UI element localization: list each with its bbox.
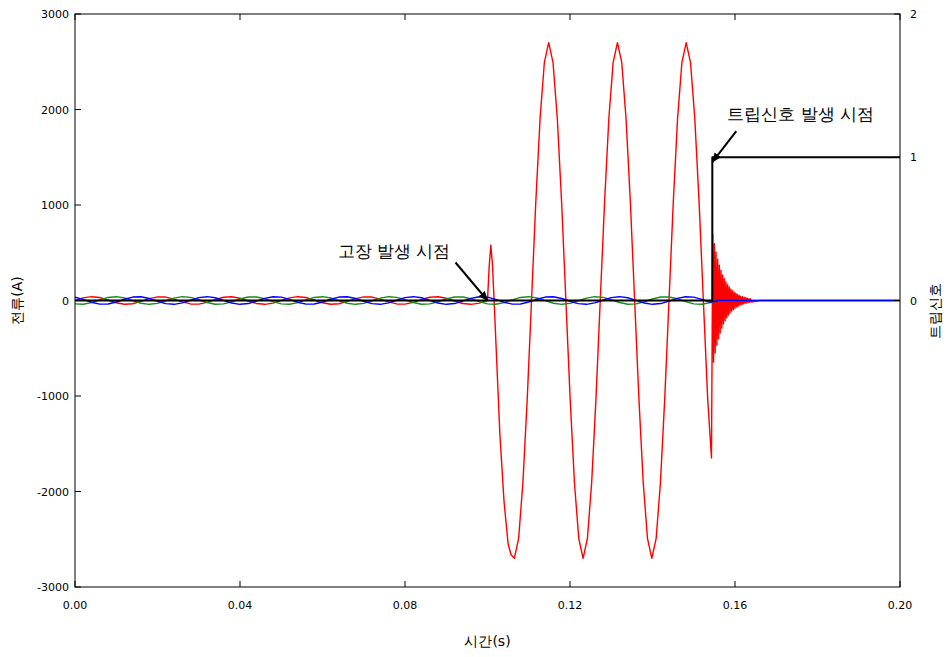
y-tick [75,396,81,397]
y-tick [75,491,81,492]
x-tick-top [405,14,406,20]
y2-tick-label: 0 [910,295,917,308]
y-tick-label: -2000 [37,486,69,499]
plot-area [75,43,900,559]
y-tick [75,300,81,301]
y-tick-label: 1000 [41,199,69,212]
x-tick-top [735,14,736,20]
x-tick-top [570,14,571,20]
chart: 0.00 0.04 0.08 0.12 0.16 0.20 -3000 -2000 -1000 0… [0,0,951,657]
x-tick-label: 0.16 [723,599,748,612]
y-tick [75,109,81,110]
x-tick [75,581,76,587]
y-tick-label: -3000 [37,581,69,594]
x-axis-label: 시간(s) [464,633,510,649]
x-tick [405,581,406,587]
y2-tick [894,14,900,15]
y-tick-label: -1000 [37,390,69,403]
y2-tick [894,157,900,158]
y-tick [75,14,81,15]
series-line [75,157,900,300]
annotation-arrow [456,263,488,301]
y-axis-label: 전류(A) [9,276,25,325]
y2-tick-label: 1 [910,151,917,164]
annotation: 고장 발생 시점 [338,241,451,261]
y-tick-label: 0 [62,295,69,308]
background [0,0,951,657]
x-tick-top [900,14,901,20]
x-tick-label: 0.12 [558,599,583,612]
x-tick [240,581,241,587]
x-tick-label: 0.00 [63,599,88,612]
x-tick-top [75,14,76,20]
plot-frame [75,14,900,587]
x-tick [570,581,571,587]
y-tick-label: 2000 [41,104,69,117]
x-tick-label: 0.20 [888,599,913,612]
y2-axis-label: 트립신호 [927,283,943,339]
y2-tick [894,300,900,301]
annotation-arrow [712,131,736,162]
x-tick [735,581,736,587]
y-tick [75,587,81,588]
x-tick-top [240,14,241,20]
x-tick-label: 0.08 [393,599,418,612]
x-tick-label: 0.04 [228,599,253,612]
annotation: 트립신호 발생 시점 [727,104,874,124]
y2-tick-label: 2 [910,8,917,21]
series-line [75,43,900,559]
x-tick [900,581,901,587]
y-tick [75,205,81,206]
y-tick-label: 3000 [41,8,69,21]
